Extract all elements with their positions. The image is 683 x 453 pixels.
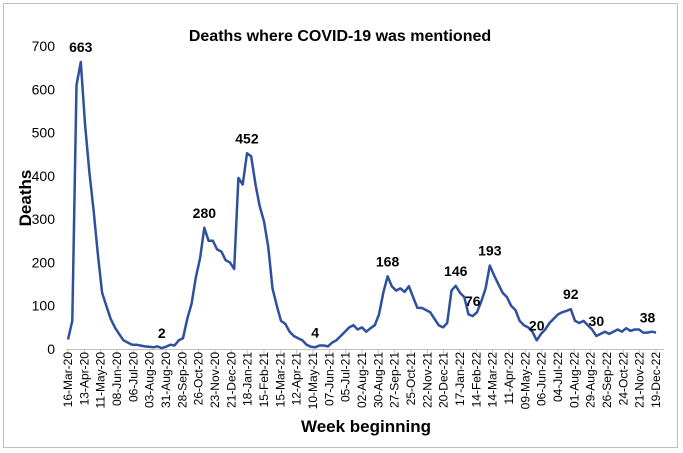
chart-frame bbox=[3, 3, 678, 448]
x-tick-label: 22-Nov-21 bbox=[420, 352, 434, 408]
data-label: 452 bbox=[235, 130, 259, 146]
data-label: 2 bbox=[158, 325, 166, 341]
x-tick-label: 23-Nov-20 bbox=[208, 352, 222, 408]
y-tick-label: 400 bbox=[32, 168, 56, 184]
x-tick-label: 16-Mar-20 bbox=[61, 352, 75, 408]
x-tick-label: 26-Oct-20 bbox=[192, 352, 206, 406]
x-axis-title: Week beginning bbox=[301, 417, 431, 436]
y-tick-label: 300 bbox=[32, 211, 56, 227]
x-tick-label: 21-Nov-22 bbox=[633, 352, 647, 408]
x-tick-label: 14-Feb-22 bbox=[469, 352, 483, 408]
x-tick-label: 06-Jun-22 bbox=[535, 352, 549, 406]
x-axis: 16-Mar-20 13-Apr-20 11-May-20 08-Jun-20 06-J… bbox=[61, 349, 663, 409]
x-tick-label: 25-Oct-21 bbox=[404, 352, 418, 406]
data-label: 280 bbox=[193, 205, 217, 221]
data-label: 168 bbox=[376, 253, 400, 269]
x-tick-label: 17-Jan-22 bbox=[453, 352, 467, 406]
x-tick-label: 19-Dec-22 bbox=[649, 352, 663, 408]
x-tick-label: 07-Jun-21 bbox=[322, 352, 336, 406]
x-tick-label: 27-Sep-21 bbox=[388, 352, 402, 408]
x-tick-label: 02-Aug-21 bbox=[355, 352, 369, 408]
x-tick-label: 03-Aug-20 bbox=[143, 352, 157, 408]
chart-title: Deaths where COVID-19 was mentioned bbox=[189, 28, 491, 45]
x-tick-label: 15-Mar-21 bbox=[273, 352, 287, 408]
data-label: 92 bbox=[563, 286, 579, 302]
x-tick-label: 01-Aug-22 bbox=[567, 352, 581, 408]
x-tick-label: 14-Mar-22 bbox=[486, 352, 500, 408]
x-tick-label: 11-Apr-22 bbox=[502, 352, 516, 405]
x-tick-label: 09-May-22 bbox=[518, 352, 532, 410]
x-tick-label: 28-Sep-20 bbox=[175, 352, 189, 408]
x-tick-label: 04-Jul-22 bbox=[551, 352, 565, 402]
data-label: 193 bbox=[478, 242, 502, 258]
x-tick-label: 15-Feb-21 bbox=[257, 352, 271, 408]
y-tick-label: 100 bbox=[32, 298, 56, 314]
data-label: 20 bbox=[529, 317, 545, 333]
x-tick-label: 21-Dec-20 bbox=[224, 352, 238, 408]
data-label: 30 bbox=[589, 313, 605, 329]
x-tick-label: 30-Aug-21 bbox=[371, 352, 385, 408]
data-label: 38 bbox=[640, 310, 656, 326]
data-labels: 663 2 280 452 4 168 146 76 193 20 92 30 38 bbox=[69, 39, 655, 341]
data-label: 663 bbox=[69, 39, 93, 55]
x-tick-label: 24-Oct-22 bbox=[616, 352, 630, 406]
data-label: 4 bbox=[311, 324, 319, 340]
x-tick-label: 11-May-20 bbox=[94, 352, 108, 409]
x-tick-label: 05-Jul-21 bbox=[339, 352, 353, 402]
y-tick-label: 200 bbox=[32, 254, 56, 270]
x-tick-label: 20-Dec-21 bbox=[437, 352, 451, 408]
x-tick-label: 06-Jul-20 bbox=[126, 352, 140, 402]
y-axis-title: Deaths bbox=[16, 170, 35, 227]
series-line-deaths bbox=[66, 60, 657, 350]
y-axis: 0 100 200 300 400 500 600 700 bbox=[32, 38, 56, 357]
data-label: 146 bbox=[444, 263, 468, 279]
x-tick-label: 13-Apr-20 bbox=[77, 352, 91, 406]
y-tick-label: 500 bbox=[32, 125, 56, 141]
x-tick-label: 08-Jun-20 bbox=[110, 352, 124, 406]
y-tick-label: 600 bbox=[32, 81, 56, 97]
x-tick-label: 18-Jan-21 bbox=[241, 352, 255, 406]
x-tick-label: 29-Aug-22 bbox=[584, 352, 598, 408]
data-label: 76 bbox=[465, 293, 481, 309]
y-tick-label: 700 bbox=[32, 38, 56, 54]
x-tick-label: 31-Aug-20 bbox=[159, 352, 173, 408]
y-tick-label: 0 bbox=[47, 341, 55, 357]
x-tick-label: 12-Apr-21 bbox=[290, 352, 304, 406]
x-tick-label: 10-May-21 bbox=[306, 352, 320, 410]
x-tick-label: 26-Sep-22 bbox=[600, 352, 614, 408]
